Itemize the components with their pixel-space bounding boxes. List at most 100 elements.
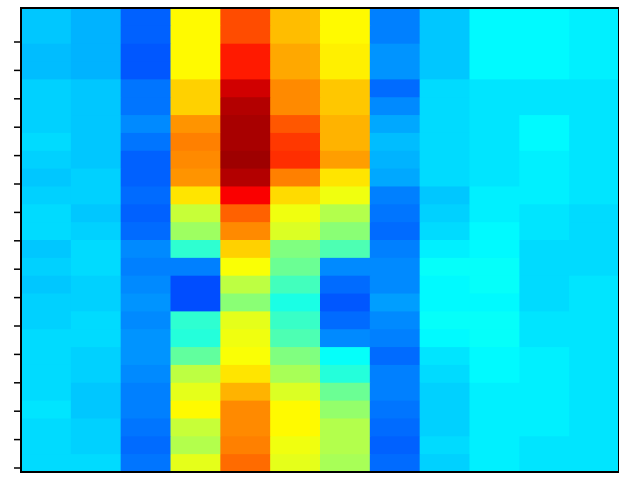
heatmap-cell [320, 275, 371, 295]
heatmap-cell [569, 347, 619, 366]
heatmap-cell [469, 382, 520, 402]
heatmap-cell [170, 150, 221, 170]
heatmap-cell [170, 132, 221, 152]
heatmap-cell [270, 186, 321, 205]
heatmap-cell [469, 436, 520, 455]
heatmap-cell [270, 347, 321, 366]
heatmap-cell [519, 43, 570, 63]
heatmap-cell [120, 79, 172, 98]
heatmap-cell [419, 97, 471, 116]
heatmap-cell [519, 25, 570, 45]
heatmap-cell [469, 400, 520, 420]
heatmap-cell [70, 329, 122, 348]
heatmap-cell [569, 311, 619, 330]
heatmap-cell [120, 275, 172, 295]
heatmap-cell [70, 436, 122, 455]
heatmap-cell [419, 43, 471, 63]
heatmap-cell [21, 347, 72, 366]
heatmap-cell [320, 25, 371, 45]
heatmap-cell [369, 25, 421, 45]
heatmap-cell [369, 382, 421, 402]
heatmap-cell [569, 275, 619, 295]
heatmap-cell [569, 79, 619, 98]
heatmap-cell [369, 8, 421, 27]
heatmap-cell [320, 257, 371, 277]
heatmap-cell [120, 454, 172, 473]
heatmap-cell [21, 257, 72, 277]
heatmap-cell [270, 204, 321, 223]
heatmap-cell [21, 186, 72, 205]
heatmap-cell [70, 293, 122, 312]
heatmap-cell [270, 8, 321, 27]
heatmap-cell [569, 97, 619, 116]
heatmap-cell [21, 168, 72, 188]
heatmap-cell [469, 240, 520, 259]
heatmap-cell [120, 293, 172, 312]
heatmap-cell [419, 364, 471, 384]
heatmap-cell [320, 418, 371, 437]
heatmap-cell [369, 132, 421, 152]
heatmap-cell [70, 150, 122, 170]
heatmap-cell [569, 43, 619, 63]
heatmap-cell [469, 257, 520, 277]
heatmap-cell [569, 382, 619, 402]
heatmap-cell [469, 79, 520, 98]
heatmap-cell [469, 329, 520, 348]
heatmap-cell [220, 43, 271, 63]
heatmap-cell [369, 240, 421, 259]
heatmap-cell [21, 400, 72, 420]
heatmap-cell [21, 364, 72, 384]
heatmap-cell [519, 418, 570, 437]
heatmap-cell [569, 293, 619, 312]
heatmap-cell [469, 186, 520, 205]
heatmap-cell [469, 150, 520, 170]
heatmap-cell [220, 186, 271, 205]
heatmap-cell [220, 275, 271, 295]
heatmap-cell [270, 275, 321, 295]
heatmap-cell [270, 382, 321, 402]
heatmap-cell [519, 311, 570, 330]
heatmap-cell [70, 186, 122, 205]
heatmap-cell [419, 257, 471, 277]
heatmap-cell [170, 222, 221, 241]
heatmap-cell [519, 400, 570, 420]
heatmap-cell [519, 79, 570, 98]
heatmap-cell [70, 43, 122, 63]
heatmap-cell [21, 150, 72, 170]
heatmap-cell [21, 132, 72, 152]
heatmap-cell [70, 97, 122, 116]
heatmap-cell [569, 8, 619, 27]
heatmap-cell [320, 115, 371, 134]
heatmap-cell [569, 257, 619, 277]
heatmap-cell [320, 382, 371, 402]
heatmap-cell [519, 222, 570, 241]
heatmap-cell [320, 311, 371, 330]
heatmap-cell [320, 132, 371, 152]
heatmap-cell [469, 97, 520, 116]
heatmap-cell [469, 347, 520, 366]
heatmap-cell [270, 97, 321, 116]
heatmap-cell [469, 222, 520, 241]
heatmap-cell [220, 8, 271, 27]
heatmap-cell [21, 454, 72, 473]
heatmap-cell [569, 150, 619, 170]
heatmap-cell [369, 329, 421, 348]
heatmap-cell [70, 257, 122, 277]
heatmap-cell [120, 347, 172, 366]
heatmap-cell [469, 8, 520, 27]
heatmap-cell [320, 168, 371, 188]
heatmap-cell [170, 418, 221, 437]
heatmap-cell [320, 436, 371, 455]
heatmap-cell [270, 418, 321, 437]
heatmap-cell [419, 150, 471, 170]
heatmap-cell [469, 311, 520, 330]
heatmap-cell [369, 311, 421, 330]
heatmap-cell [170, 79, 221, 98]
heatmap-cell [220, 97, 271, 116]
heatmap-cell [120, 204, 172, 223]
heatmap-cell [419, 418, 471, 437]
heatmap-cell [569, 329, 619, 348]
heatmap-cell [270, 115, 321, 134]
heatmap-cell [320, 240, 371, 259]
heatmap-cell [419, 115, 471, 134]
